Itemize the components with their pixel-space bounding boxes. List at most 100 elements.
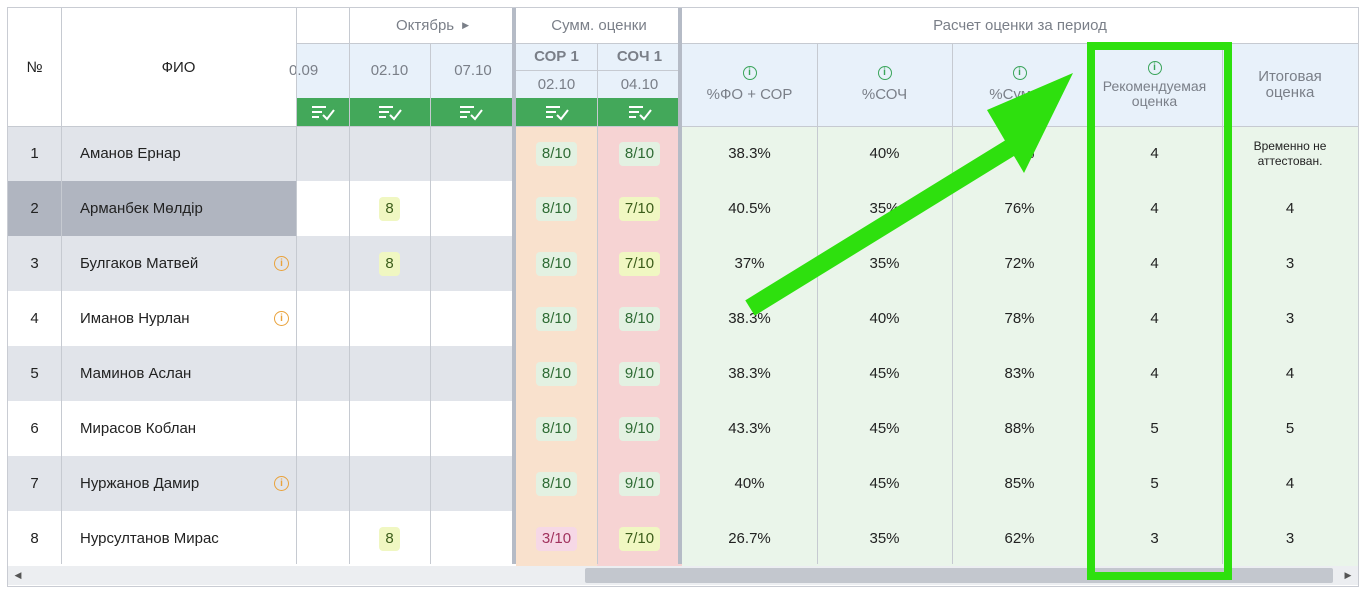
checklist-icon xyxy=(378,106,402,121)
month-label: Октябрь xyxy=(395,17,455,34)
checklist-icon xyxy=(311,106,335,121)
soch-cell[interactable]: 7/10 xyxy=(597,236,682,291)
grade-check-button-3[interactable] xyxy=(430,98,512,126)
soch-cell[interactable]: 9/10 xyxy=(597,346,682,401)
student-name[interactable]: Иманов Нурлан xyxy=(80,310,190,327)
soch-pct-value: 45% xyxy=(869,365,900,382)
calc-cell-bg xyxy=(682,291,1358,346)
sum-pct-value: 88% xyxy=(1004,420,1035,437)
recommended-grade: 5 xyxy=(1150,420,1159,437)
sor-cell[interactable]: 3/10 xyxy=(516,511,597,566)
scroll-left-icon[interactable]: ◀ xyxy=(14,570,22,580)
table-row[interactable] xyxy=(8,401,516,456)
grid-line xyxy=(1222,43,1223,564)
soch-cell[interactable]: 8/10 xyxy=(597,291,682,346)
sor-badge: 8/10 xyxy=(535,306,578,331)
student-name[interactable]: Маминов Аслан xyxy=(80,365,192,382)
arrow-annotation xyxy=(745,73,1073,316)
sor-check-button[interactable] xyxy=(516,98,597,126)
sor-cell[interactable]: 8/10 xyxy=(516,291,597,346)
soch-header[interactable]: СОЧ 1 xyxy=(616,48,663,65)
info-icon[interactable]: i xyxy=(877,66,892,80)
grade-check-button-1[interactable] xyxy=(296,98,349,126)
sor-badge: 8/10 xyxy=(535,196,578,221)
soch-cell[interactable]: 7/10 xyxy=(597,511,682,566)
highlight-box xyxy=(1087,42,1232,580)
sor-cell[interactable]: 8/10 xyxy=(516,126,597,181)
soch-badge: 9/10 xyxy=(618,471,661,496)
sor-cell[interactable]: 8/10 xyxy=(516,236,597,291)
sor-cell[interactable]: 8/10 xyxy=(516,346,597,401)
sor-badge: 8/10 xyxy=(535,141,578,166)
grade-badge: 8 xyxy=(379,526,400,551)
sor-cell[interactable]: 8/10 xyxy=(516,181,597,236)
table-row[interactable] xyxy=(8,346,516,401)
final-grade[interactable]: 3 xyxy=(1285,310,1295,327)
sor-header[interactable]: СОР 1 xyxy=(534,48,579,65)
table-row[interactable] xyxy=(8,456,516,511)
table-row[interactable] xyxy=(8,511,516,566)
student-name[interactable]: Аманов Ернар xyxy=(80,145,181,162)
dates-header-bg xyxy=(296,43,516,98)
sum-pct-value: 85% xyxy=(1004,475,1035,492)
final-grade[interactable]: 4 xyxy=(1285,475,1295,492)
checklist-icon xyxy=(628,106,652,121)
grade-check-button-2[interactable] xyxy=(349,98,430,126)
table-row[interactable] xyxy=(8,291,516,346)
soch-cell[interactable]: 8/10 xyxy=(597,126,682,181)
row-number: 7 xyxy=(30,475,39,492)
sor-date: 02.10 xyxy=(537,75,576,93)
grade-cell[interactable]: 8 xyxy=(349,511,430,566)
scroll-right-icon[interactable]: ▶ xyxy=(1344,570,1352,580)
soch-cell[interactable]: 9/10 xyxy=(597,456,682,511)
month-header[interactable]: Октябрь ▶ xyxy=(349,8,516,43)
date-col-2[interactable]: 02.10 xyxy=(370,62,409,79)
info-icon[interactable]: i xyxy=(742,66,757,80)
soch-badge: 8/10 xyxy=(618,306,661,331)
grade-badge: 8 xyxy=(379,251,400,276)
grade-cell[interactable]: 8 xyxy=(349,181,430,236)
final-grade[interactable]: 5 xyxy=(1285,420,1295,437)
student-name[interactable]: Нуржанов Дамир xyxy=(80,475,200,492)
soch-check-button[interactable] xyxy=(597,98,682,126)
sum-pct-value: 72% xyxy=(1004,255,1035,272)
grid-line xyxy=(296,8,297,564)
table-row[interactable] xyxy=(8,236,516,291)
warning-icon[interactable]: i xyxy=(274,476,289,491)
sor-cell[interactable]: 8/10 xyxy=(516,456,597,511)
selected-row-highlight xyxy=(8,181,296,236)
grade-badge: 8 xyxy=(379,196,400,221)
student-name[interactable]: Булгаков Матвей xyxy=(80,255,199,272)
info-icon[interactable]: i xyxy=(1012,66,1027,80)
student-name[interactable]: Нурсултанов Мирас xyxy=(80,530,219,547)
warning-icon[interactable]: i xyxy=(274,311,289,326)
calc-cell-bg xyxy=(682,511,1358,566)
final-grade[interactable]: 4 xyxy=(1285,200,1295,217)
soch-cell[interactable]: 7/10 xyxy=(597,181,682,236)
fo-sor-header: i %ФО + СОР xyxy=(682,43,817,126)
final-grade[interactable]: 3 xyxy=(1285,530,1295,547)
group-divider xyxy=(678,8,682,564)
student-name[interactable]: Арманбек Мөлдір xyxy=(80,200,203,217)
final-grade[interactable]: Временно не аттестован. xyxy=(1253,138,1327,168)
soch-pct-value: 35% xyxy=(869,530,900,547)
table-row[interactable] xyxy=(8,126,516,181)
final-grade[interactable]: 4 xyxy=(1285,365,1295,382)
grade-cell[interactable]: 8 xyxy=(349,236,430,291)
fo-sor-value: 38.3% xyxy=(728,310,771,327)
final-grade[interactable]: 3 xyxy=(1285,255,1295,272)
student-name[interactable]: Мирасов Коблан xyxy=(80,420,197,437)
row-number: 5 xyxy=(30,365,39,382)
info-icon[interactable]: i xyxy=(1147,60,1162,75)
soch-cell[interactable]: 9/10 xyxy=(597,401,682,456)
soch-pct-value: 45% xyxy=(869,475,900,492)
sum-pct-value: 76% xyxy=(1004,200,1035,217)
soch-pct-value: 40% xyxy=(869,145,900,162)
grid-line xyxy=(296,43,1358,44)
warning-icon[interactable]: i xyxy=(274,256,289,271)
sor-cell[interactable]: 8/10 xyxy=(516,401,597,456)
date-col-3[interactable]: 07.10 xyxy=(454,62,492,79)
row-number: 1 xyxy=(30,145,39,162)
calc-cell-bg xyxy=(682,181,1358,236)
soch-badge: 7/10 xyxy=(618,251,661,276)
